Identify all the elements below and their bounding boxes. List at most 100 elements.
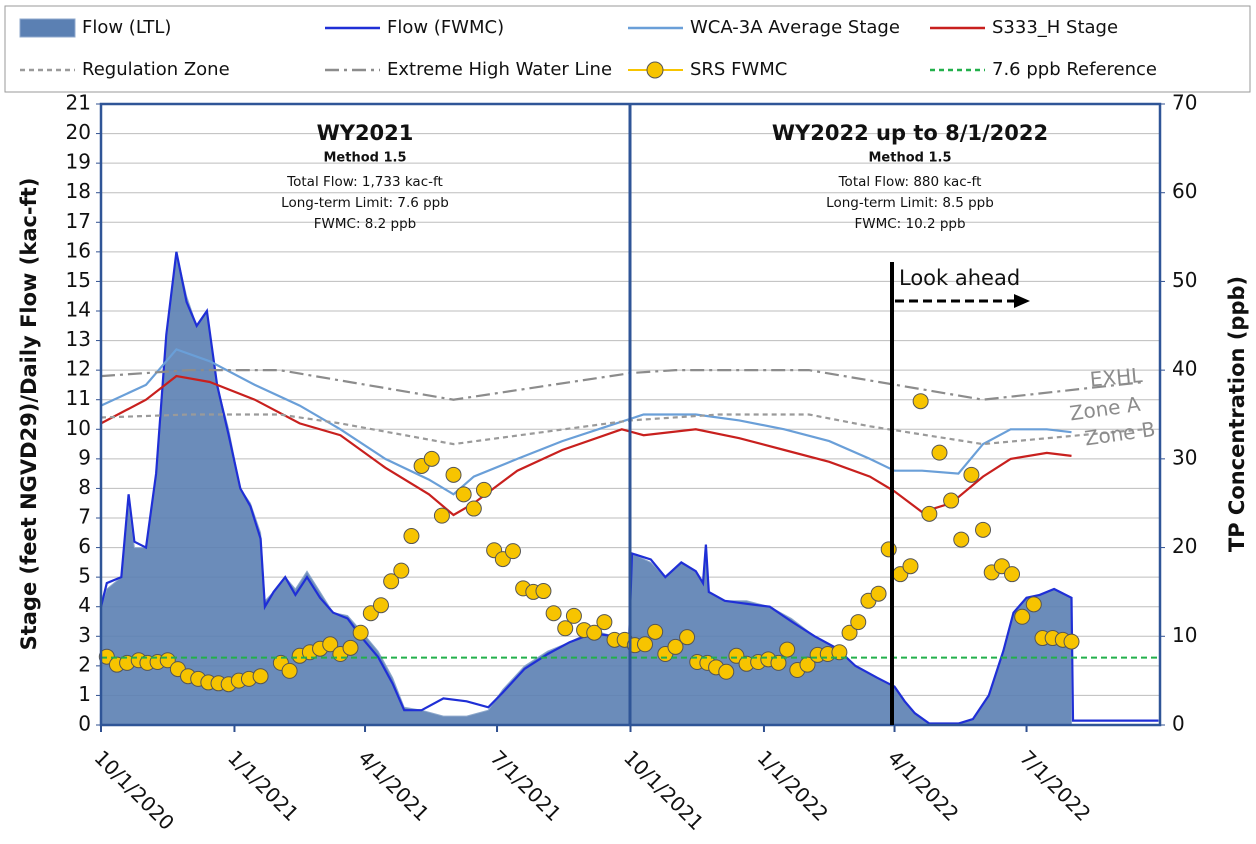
look-ahead-label: Look ahead — [899, 266, 1020, 290]
legend-label: Regulation Zone — [82, 59, 230, 80]
data-point — [159, 652, 176, 669]
data-point — [679, 629, 696, 646]
annotation-line: Long-term Limit: 8.5 ppb — [826, 195, 994, 211]
legend-swatch — [19, 18, 76, 38]
y-tick-label: 3 — [78, 623, 91, 647]
data-point — [475, 481, 492, 498]
x-tick-label: 1/1/2022 — [753, 745, 833, 825]
data-point — [799, 656, 816, 673]
series-line — [100, 369, 1145, 401]
data-point — [383, 573, 400, 590]
data-point — [565, 607, 582, 624]
y-tick-label: 13 — [66, 327, 91, 351]
data-point — [465, 500, 482, 517]
legend-label: WCA-3A Average Stage — [690, 17, 900, 38]
y-tick-label: 14 — [66, 298, 91, 322]
data-point — [953, 531, 970, 548]
data-point — [352, 624, 369, 641]
y-tick-label: 9 — [78, 445, 91, 469]
data-point — [718, 663, 735, 680]
annotation-title: WY2021 — [317, 121, 414, 145]
data-point — [1014, 608, 1031, 625]
y-tick-label: 15 — [66, 268, 91, 292]
line-label: EXHL — [1089, 363, 1144, 392]
legend-label: Flow (FWMC) — [387, 17, 504, 38]
data-point — [943, 492, 960, 509]
y-tick-label: 12 — [66, 357, 91, 381]
y-tick-label: 4 — [78, 593, 91, 617]
data-point — [921, 505, 938, 522]
data-point — [455, 486, 472, 503]
y2-tick-label: 40 — [1172, 357, 1197, 381]
data-point — [931, 444, 948, 461]
y-tick-label: 18 — [66, 179, 91, 203]
data-point — [1004, 566, 1021, 583]
y-tick-label: 10 — [66, 416, 91, 440]
data-point — [647, 623, 664, 640]
data-point — [403, 528, 420, 545]
annotation-title: WY2022 up to 8/1/2022 — [772, 121, 1048, 145]
annotation-line: Total Flow: 880 kac-ft — [838, 174, 982, 190]
legend-box — [4, 5, 1251, 93]
y-axis-title: Stage (feet NGVD29)/Daily Flow (kac-ft) — [17, 178, 41, 651]
data-point — [975, 521, 992, 538]
legend-label: Flow (LTL) — [82, 17, 171, 38]
data-point — [445, 466, 462, 483]
data-point — [850, 614, 867, 631]
y-tick-label: 6 — [78, 534, 91, 558]
data-point — [372, 597, 389, 614]
x-tick-label: 4/1/2022 — [883, 745, 963, 825]
data-point — [1025, 596, 1042, 613]
data-point — [393, 562, 410, 579]
data-point — [779, 641, 796, 658]
y-tick-label: 17 — [66, 209, 91, 233]
annotation-line: Total Flow: 1,733 kac-ft — [286, 174, 443, 190]
x-tick-label: 4/1/2021 — [354, 745, 434, 825]
annotation-line: FWMC: 8.2 ppb — [314, 216, 417, 232]
data-point — [831, 644, 848, 661]
y2-tick-label: 30 — [1172, 445, 1197, 469]
annotation-method: Method 1.5 — [868, 151, 951, 166]
series-line — [100, 374, 1072, 517]
data-point — [504, 543, 521, 560]
data-point — [770, 654, 787, 671]
y-tick-label: 19 — [66, 150, 91, 174]
data-point — [637, 636, 654, 653]
annotation-line: FWMC: 10.2 ppb — [854, 216, 965, 232]
legend-swatch — [646, 61, 664, 79]
legend-label: 7.6 ppb Reference — [992, 59, 1157, 80]
data-point — [281, 662, 298, 679]
data-point — [252, 668, 269, 685]
x-tick-label: 10/1/2021 — [619, 745, 708, 834]
y-tick-label: 8 — [78, 475, 91, 499]
y-tick-label: 20 — [66, 120, 91, 144]
data-point — [557, 620, 574, 637]
data-point — [870, 585, 887, 602]
data-point — [423, 450, 440, 467]
annotation-line: Long-term Limit: 7.6 ppb — [281, 195, 449, 211]
data-point — [841, 624, 858, 641]
annotation-method: Method 1.5 — [323, 151, 406, 166]
data-point — [535, 583, 552, 600]
data-point — [545, 605, 562, 622]
y2-axis-title: TP Concentration (ppb) — [1225, 276, 1249, 552]
y-tick-label: 21 — [66, 91, 91, 115]
x-tick-label: 1/1/2021 — [223, 745, 303, 825]
data-point — [912, 393, 929, 410]
legend-label: SRS FWMC — [690, 59, 787, 80]
data-point — [342, 639, 359, 656]
x-tick-label: 7/1/2021 — [486, 745, 566, 825]
y2-tick-label: 20 — [1172, 534, 1197, 558]
legend-label: Extreme High Water Line — [387, 59, 612, 80]
y2-tick-label: 10 — [1172, 623, 1197, 647]
y2-tick-label: 0 — [1172, 712, 1185, 736]
x-tick-label: 10/1/2020 — [90, 745, 179, 834]
data-point — [433, 507, 450, 524]
y-tick-label: 11 — [66, 386, 91, 410]
y2-tick-label: 50 — [1172, 268, 1197, 292]
y2-tick-label: 60 — [1172, 179, 1197, 203]
y-tick-label: 7 — [78, 505, 91, 529]
x-tick-label: 7/1/2022 — [1015, 745, 1095, 825]
